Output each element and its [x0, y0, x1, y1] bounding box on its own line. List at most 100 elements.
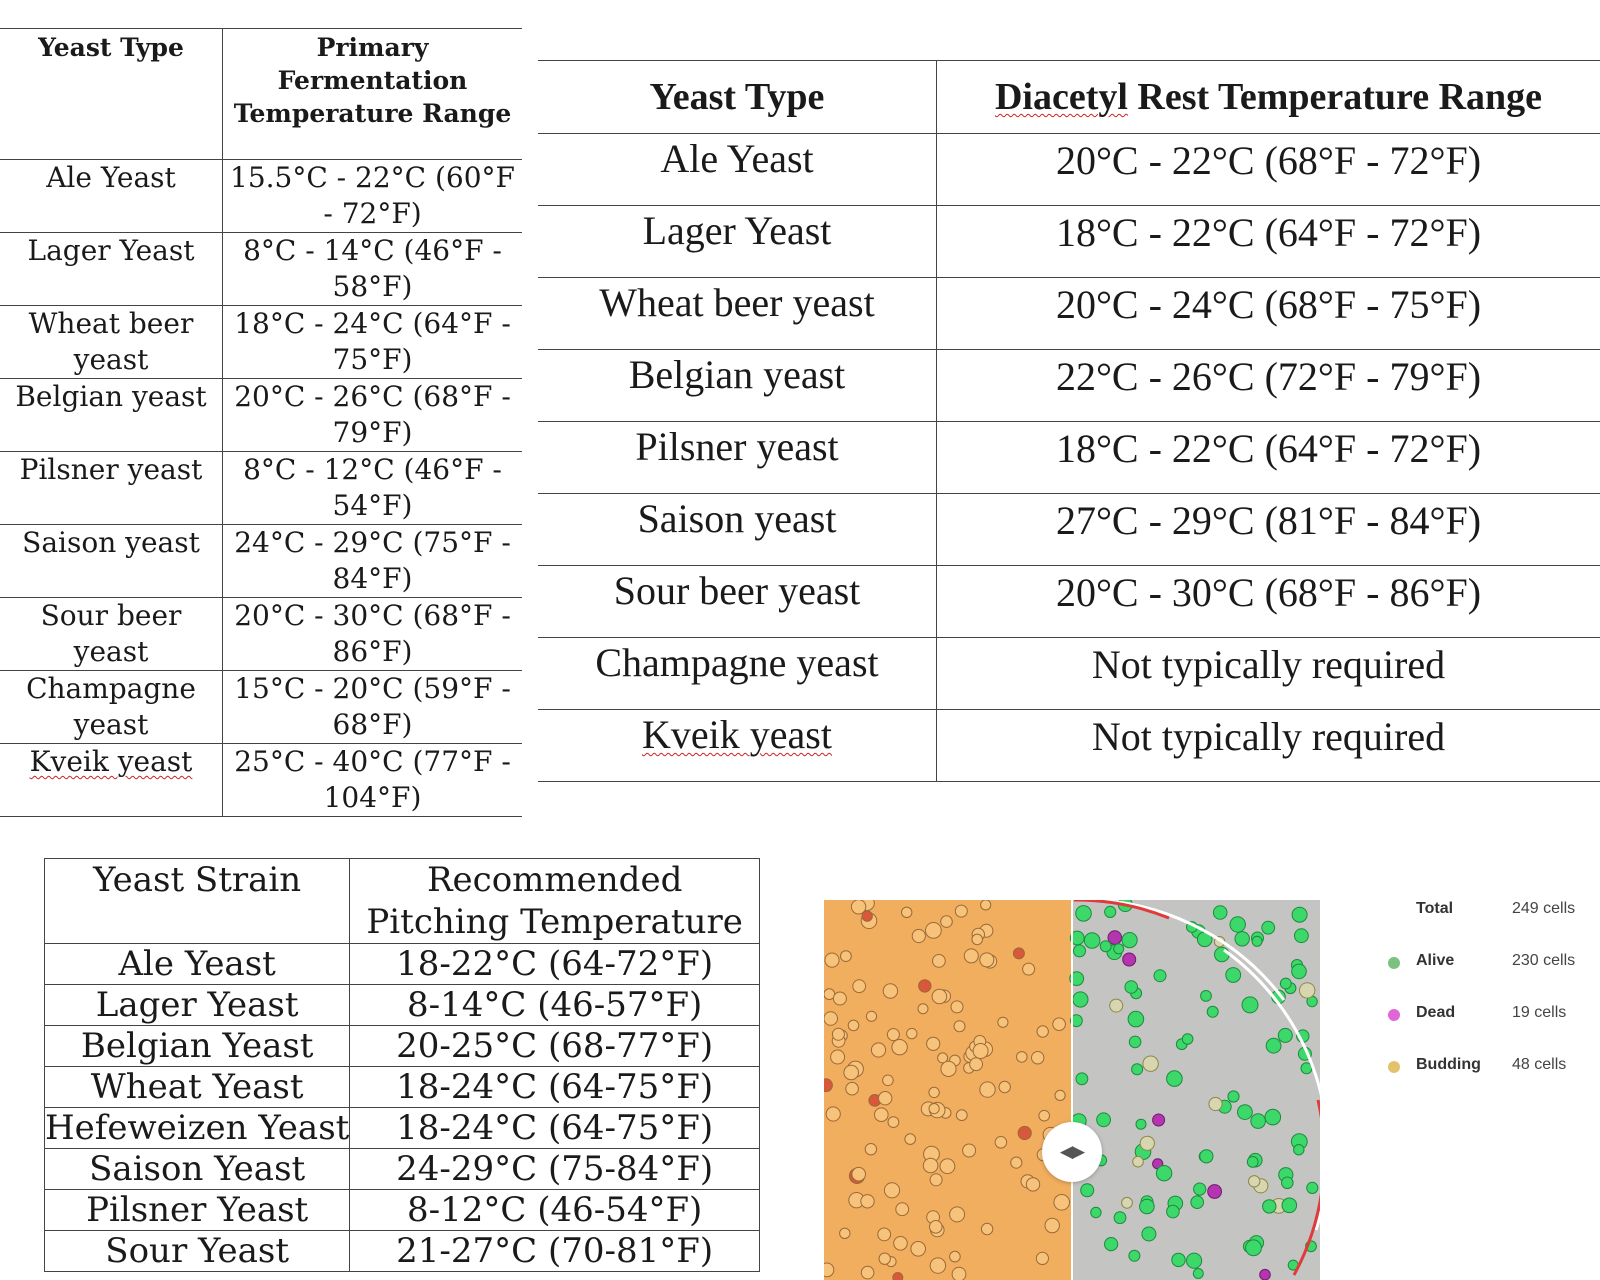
- yeast-cell: [845, 1081, 859, 1096]
- table-row: Ale Yeast 18-22°C (64-72°F): [43, 943, 760, 985]
- yeast-strain-cell: Hefeweizen Yeast: [43, 1107, 351, 1149]
- yeast-cell: [998, 1080, 1011, 1094]
- table-row: Lager Yeast 8-14°C (46-57°F): [43, 984, 760, 1026]
- yeast-cell: [1053, 1194, 1070, 1211]
- yeast-cell: [979, 1081, 996, 1098]
- stained-yeast-cell: [1153, 969, 1167, 983]
- stained-yeast-cell: [1131, 1063, 1144, 1076]
- temperature-range-cell: 20°C - 30°C (68°F - 86°F): [936, 565, 1600, 638]
- yeast-cell: [1016, 1051, 1028, 1063]
- table-row: Wheat beer yeast 20°C - 24°C (68°F - 75°F…: [538, 277, 1600, 350]
- yeast-cell: [940, 915, 953, 928]
- temperature-range-cell: 8°C - 12°C (46°F - 54°F): [222, 451, 522, 525]
- temperature-range-cell: 22°C - 26°C (72°F - 79°F): [936, 349, 1600, 422]
- stained-yeast-cell: [1181, 1033, 1194, 1045]
- pitching-temperature-table: Yeast Strain Recommended Pitching Temper…: [43, 858, 760, 1272]
- yeast-cell: [917, 1003, 929, 1015]
- stained-yeast-cell: [1128, 1035, 1142, 1049]
- stained-yeast-cell: [1306, 1181, 1319, 1194]
- yeast-cell: [971, 933, 983, 946]
- cell-count-legend: Total 249 cells Alive 230 cells Dead 19 …: [1380, 900, 1590, 1108]
- yeast-cell: [832, 991, 847, 1006]
- table-row: Pilsner Yeast 8-12°C (46-54°F): [43, 1189, 760, 1231]
- yeast-type-cell: Champagne yeast: [538, 637, 937, 710]
- stained-yeast-cell: [1212, 905, 1228, 920]
- temperature-range-cell: 15.5°C - 22°C (60°F - 72°F): [222, 159, 522, 233]
- yeast-cell: [843, 1064, 860, 1081]
- legend-label: Budding: [1416, 1056, 1481, 1073]
- table-row: Pilsner yeast 18°C - 22°C (64°F - 72°F): [538, 421, 1600, 494]
- raw-microscopy-half: [824, 900, 1072, 1280]
- yeast-cell: [918, 979, 932, 993]
- yeast-cell: [932, 954, 946, 968]
- stained-yeast-cell: [1262, 1199, 1277, 1214]
- legend-label: Alive: [1416, 952, 1455, 969]
- yeast-cell: [1036, 1025, 1049, 1038]
- temperature-range-cell: 8°C - 14°C (46°F - 58°F): [222, 232, 522, 306]
- table-row: Sour beer yeast 20°C - 30°C (68°F - 86°F): [0, 597, 522, 671]
- stained-yeast-cell: [1104, 905, 1117, 918]
- legend-row-budding: Budding 48 cells: [1380, 1056, 1590, 1108]
- stained-yeast-cell: [1141, 1226, 1157, 1242]
- table-row: Hefeweizen Yeast 18-24°C (64-75°F): [43, 1107, 760, 1149]
- stained-yeast-cell: [1277, 1027, 1293, 1043]
- viability-arc-side: [1223, 948, 1320, 1231]
- temperature-range-cell: 20°C - 24°C (68°F - 75°F): [936, 277, 1600, 350]
- yeast-type-cell: Saison yeast: [0, 524, 223, 598]
- table-row: Ale Yeast 15.5°C - 22°C (60°F - 72°F): [0, 159, 522, 233]
- table-row: Kveik yeast Not typically required: [538, 709, 1600, 782]
- table-header-row: Yeast Type Diacetyl Rest Temperature Ran…: [538, 60, 1600, 134]
- table-row: Sour beer yeast 20°C - 30°C (68°F - 86°F): [538, 565, 1600, 638]
- yeast-cell: [824, 952, 840, 968]
- yeast-strain-cell: Sour Yeast: [43, 1230, 351, 1272]
- legend-count: 48 cells: [1512, 1056, 1567, 1073]
- stained-yeast-cell: [1206, 1005, 1219, 1018]
- stained-yeast-cell: [1193, 1182, 1207, 1196]
- yeast-cell: [955, 1109, 968, 1122]
- stained-yeast-cell: [1139, 1198, 1155, 1215]
- compare-slider-handle-icon[interactable]: ◀▶: [1042, 1122, 1102, 1182]
- yeast-cell: [954, 904, 968, 918]
- stained-yeast-cell: [1207, 1184, 1223, 1199]
- yeast-cell: [831, 1027, 845, 1041]
- yeast-cell: [1010, 1156, 1023, 1169]
- table-row: Pilsner yeast 8°C - 12°C (46°F - 54°F): [0, 451, 522, 525]
- yeast-cell: [1044, 1217, 1060, 1234]
- pitching-temperature-cell: 21-27°C (70-81°F): [349, 1230, 760, 1272]
- legend-count: 230 cells: [1512, 952, 1576, 969]
- yeast-cell: [893, 1236, 908, 1251]
- yeast-cell: [825, 1106, 841, 1122]
- yeast-cell: [1054, 1089, 1066, 1101]
- stained-yeast-cell: [1121, 932, 1138, 949]
- stained-yeast-cell: [1265, 1037, 1282, 1054]
- column-header: Diacetyl Rest Temperature Range: [936, 60, 1600, 134]
- stained-yeast-cell: [1069, 971, 1085, 986]
- stained-yeast-cell: [1245, 1239, 1262, 1257]
- yeast-cell: [874, 1107, 889, 1122]
- yeast-cell: [939, 1158, 956, 1175]
- yeast-cell: [865, 1010, 878, 1022]
- column-header: Yeast Type: [538, 60, 937, 134]
- yeast-cell: [870, 1042, 887, 1058]
- stained-yeast-cell: [1096, 1112, 1112, 1128]
- yeast-cell: [928, 1103, 940, 1115]
- table-row: Saison yeast 24°C - 29°C (75°F - 84°F): [0, 524, 522, 598]
- yeast-cell: [824, 1262, 835, 1278]
- stained-yeast-cell: [1234, 931, 1250, 947]
- yeast-strain-cell: Lager Yeast: [43, 984, 351, 1026]
- yeast-type-cell: Ale Yeast: [538, 133, 937, 206]
- yeast-cell: [852, 979, 867, 994]
- stained-yeast-cell: [1132, 1155, 1144, 1168]
- stained-yeast-cell: [1171, 1252, 1186, 1268]
- stained-yeast-cell: [1225, 967, 1242, 983]
- yeast-type-cell: Kveik yeast: [0, 743, 223, 817]
- yeast-cell: [953, 1020, 966, 1033]
- yeast-strain-cell: Belgian Yeast: [43, 1025, 351, 1067]
- yeast-cell: [949, 1206, 966, 1223]
- legend-row-total: Total 249 cells: [1380, 900, 1590, 952]
- yeast-cell: [878, 1252, 891, 1265]
- yeast-microscopy-comparison: ◀▶: [824, 900, 1320, 1280]
- yeast-cell: [980, 900, 992, 911]
- stained-yeast-cell: [1139, 1135, 1155, 1151]
- yeast-cell: [1022, 962, 1036, 976]
